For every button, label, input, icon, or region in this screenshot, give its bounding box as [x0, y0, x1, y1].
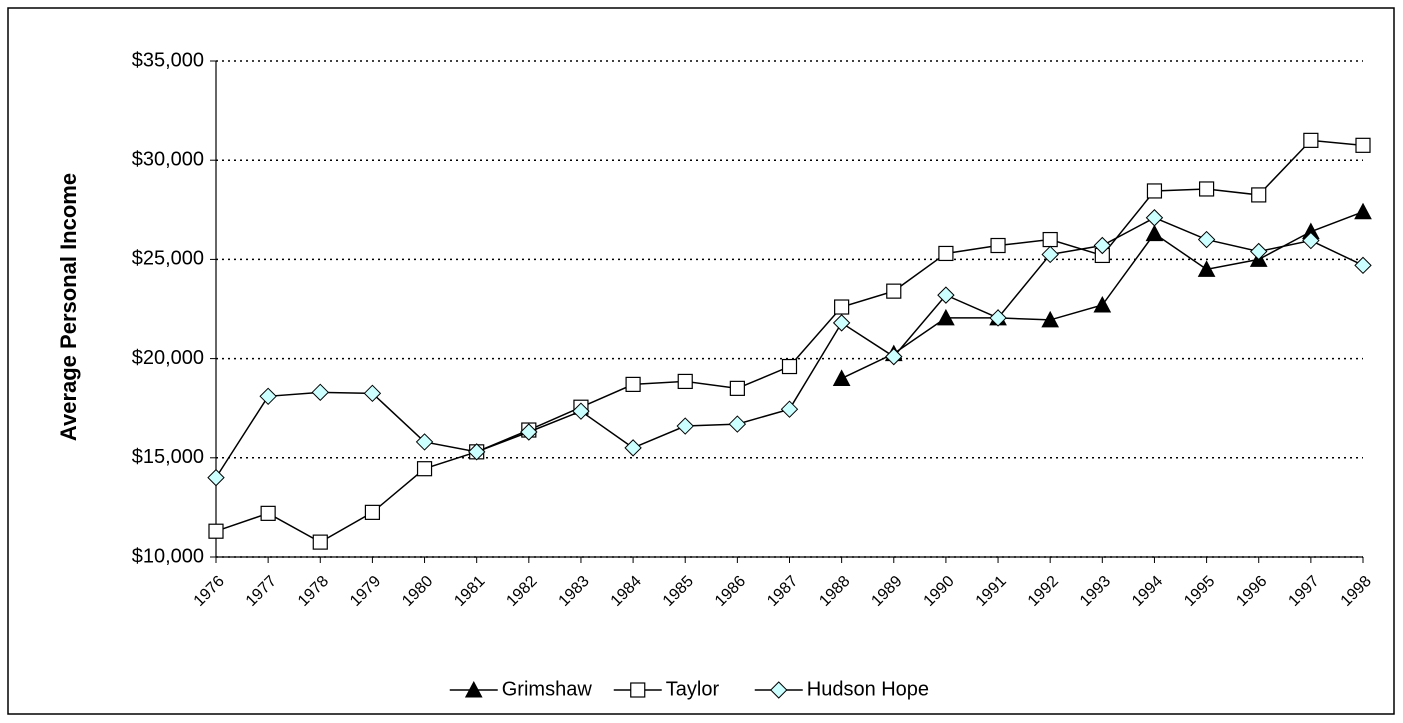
- point: [363, 384, 382, 403]
- point: [937, 286, 955, 304]
- point: [1145, 209, 1164, 227]
- point: [781, 358, 798, 375]
- point: [834, 299, 850, 315]
- legend-marker: [770, 681, 788, 699]
- legend-marker: [630, 682, 646, 698]
- legend-label: Grimshaw: [502, 678, 593, 700]
- point: [624, 439, 642, 457]
- point: [1198, 181, 1215, 197]
- point: [259, 387, 277, 406]
- point: [937, 308, 955, 326]
- legend-label: Hudson Hope: [807, 678, 929, 700]
- point: [1042, 231, 1058, 248]
- y-tick-label: $20,000: [132, 347, 204, 369]
- point: [729, 380, 745, 396]
- y-axis-label: Average Personal Income: [56, 173, 81, 441]
- point: [1041, 310, 1060, 328]
- point: [832, 369, 851, 386]
- point: [1354, 256, 1372, 275]
- point: [728, 415, 747, 433]
- point: [885, 347, 903, 366]
- point: [1251, 187, 1267, 203]
- y-tick-label: $30,000: [132, 148, 204, 170]
- point: [1303, 132, 1319, 148]
- point: [1041, 245, 1059, 264]
- point: [1145, 224, 1164, 242]
- point: [1093, 236, 1112, 255]
- point: [1197, 230, 1216, 249]
- y-tick-label: $15,000: [132, 446, 204, 468]
- point: [625, 376, 641, 392]
- point: [364, 504, 381, 520]
- point: [990, 237, 1006, 254]
- point: [260, 505, 276, 521]
- point: [467, 443, 486, 461]
- point: [886, 283, 902, 299]
- y-tick-label: $10,000: [132, 545, 204, 567]
- point: [1250, 242, 1268, 261]
- point: [208, 523, 224, 539]
- point: [1197, 260, 1216, 277]
- point: [1302, 231, 1320, 250]
- point: [677, 373, 693, 390]
- y-tick-label: $25,000: [132, 248, 204, 270]
- point: [572, 402, 590, 420]
- point: [676, 417, 694, 435]
- point: [1354, 202, 1372, 220]
- point: [416, 461, 433, 477]
- y-tick-label: $35,000: [132, 49, 204, 71]
- point: [989, 309, 1007, 327]
- point: [415, 433, 434, 451]
- point: [938, 245, 954, 262]
- point: [1146, 183, 1163, 199]
- point: [780, 400, 799, 418]
- point: [1093, 295, 1112, 313]
- point: [312, 534, 328, 550]
- point: [1355, 137, 1371, 153]
- point: [311, 383, 329, 402]
- point: [207, 468, 225, 487]
- point: [832, 314, 851, 332]
- legend-label: Taylor: [666, 678, 720, 700]
- legend-marker: [464, 680, 483, 698]
- chart-border: [7, 7, 1395, 715]
- point: [520, 423, 538, 441]
